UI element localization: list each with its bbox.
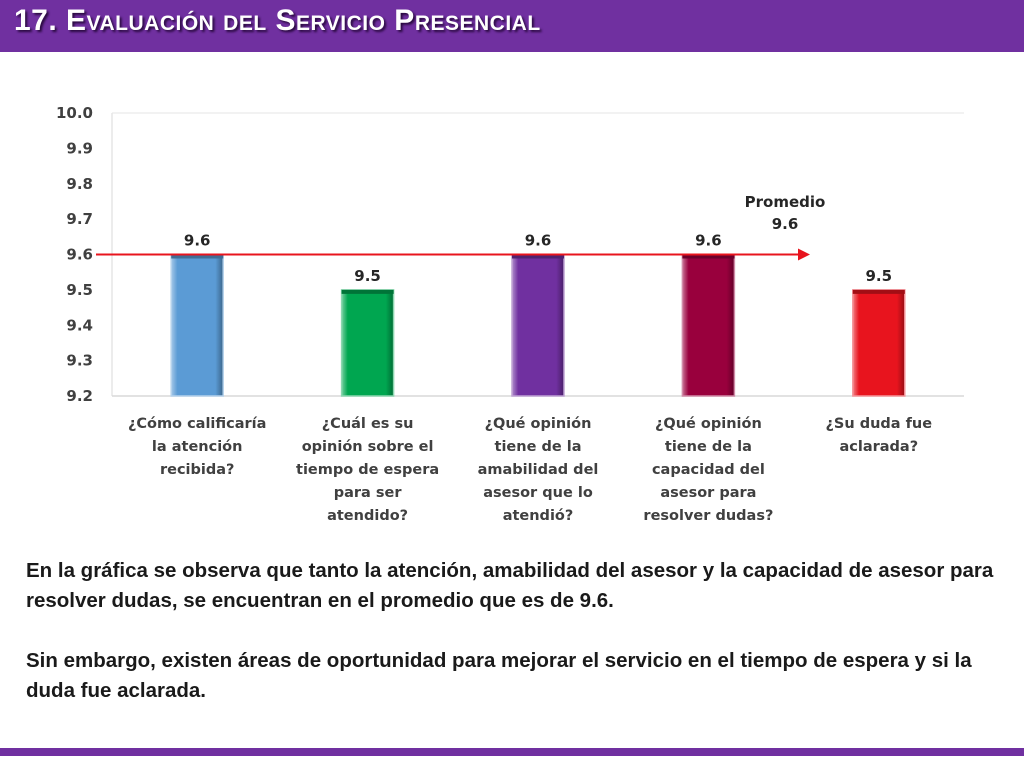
bar-cap-4 (682, 254, 735, 259)
data-label-3: 9.6 (525, 232, 552, 250)
summary-paragraph-1: En la gráfica se observa que tanto la at… (26, 559, 994, 612)
y-tick-label: 10.0 (56, 104, 93, 122)
data-label-4: 9.6 (695, 232, 722, 250)
bar-cap-2 (341, 289, 394, 294)
bar-cap-5 (852, 289, 905, 294)
y-tick-label: 9.2 (66, 387, 93, 405)
y-tick-label: 9.7 (66, 210, 93, 228)
x-tick-label-1: ¿Cómo calificaría la atención recibida? (128, 416, 267, 478)
bar-cap-1 (171, 254, 224, 259)
title-bar: 17. Evaluación del Servicio Presencial (0, 0, 1024, 52)
bar-3 (511, 253, 565, 397)
bar-5 (852, 289, 906, 397)
y-tick-label: 9.5 (66, 281, 93, 299)
bar-2 (340, 289, 395, 397)
average-line-arrowhead (798, 248, 810, 261)
y-tick-label: 9.4 (66, 316, 93, 334)
y-tick-label: 9.6 (66, 246, 93, 264)
summary-text: En la gráfica se observa que tanto la at… (26, 556, 1011, 706)
y-tick-label: 9.3 (66, 352, 93, 370)
data-label-5: 9.5 (866, 267, 893, 285)
y-tick-label: 9.8 (66, 175, 93, 193)
data-label-1: 9.6 (184, 232, 211, 250)
summary-paragraph-2: Sin embargo, existen áreas de oportunida… (26, 649, 972, 702)
x-tick-label-5: ¿Su duda fue aclarada? (825, 416, 932, 455)
average-annotation: Promedio 9.6 (745, 193, 826, 233)
bottom-bar (0, 748, 1024, 756)
bar-chart: 9.2 9.3 9.4 9.5 9.6 9.7 9.8 9.9 10.0 9.6 9.5 9.6 9.… (56, 104, 964, 524)
x-tick-label-4: ¿Qué opinión tiene de la capacidad del ases… (643, 416, 773, 524)
bar-cap-3 (512, 254, 564, 259)
page-title: 17. Evaluación del Servicio Presencial (14, 4, 541, 37)
x-tick-label-3: ¿Qué opinión tiene de la amabilidad del ase… (478, 416, 599, 524)
bar-1 (170, 253, 224, 397)
y-tick-label: 9.9 (66, 139, 93, 157)
x-tick-label-2: ¿Cuál es su opinión sobre el tiempo de esp… (296, 416, 439, 524)
bar-4 (681, 253, 736, 397)
data-label-2: 9.5 (354, 267, 381, 285)
